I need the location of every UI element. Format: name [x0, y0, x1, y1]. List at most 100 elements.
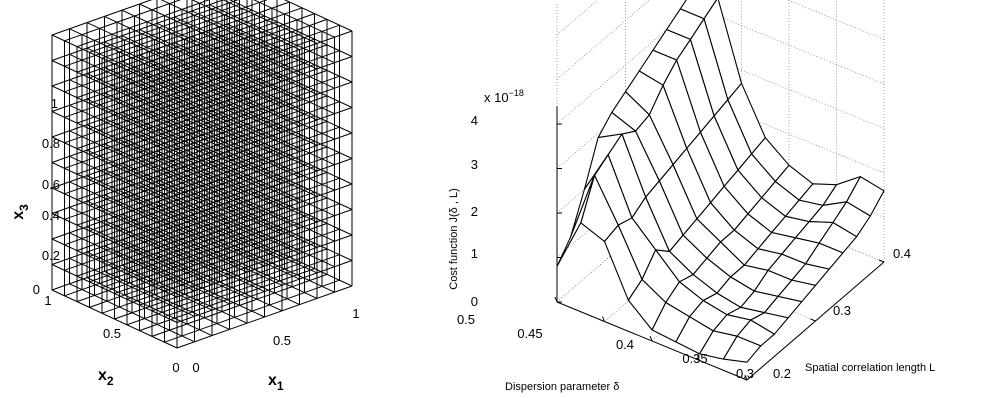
cube-grid-line — [89, 91, 265, 155]
x2-axis-label: x2 — [98, 367, 114, 388]
cube-grid-line — [229, 0, 353, 57]
cube-grid-line — [76, 137, 253, 201]
cube-grid-line — [64, 156, 240, 220]
x3-axis-label: x3 — [10, 204, 31, 220]
cube-grid-line — [101, 21, 278, 85]
cube-grid-line — [89, 40, 265, 104]
y-axis-ticks: 1 0.5 0 — [44, 293, 179, 375]
z-scale-label: x 10−18 — [484, 88, 524, 105]
y-tick-label: 0 — [172, 360, 179, 375]
cost-surface — [556, 0, 885, 363]
cube-grid-line — [222, 0, 318, 44]
cube-grid-line — [51, 100, 228, 163]
cube-grid-line — [76, 60, 253, 124]
cube-grid-line — [89, 168, 265, 232]
cube-grid-line — [64, 233, 240, 297]
cube-grid-line — [174, 67, 300, 127]
x-tick-label: 1 — [352, 306, 359, 321]
z-tick-label: 3 — [471, 157, 478, 172]
cube-grid-line — [89, 142, 265, 206]
cube-grid-line — [209, 55, 335, 115]
cube-grid-line — [51, 23, 228, 87]
x-tick-label: 0.5 — [457, 312, 475, 327]
y-axis-tick-mark — [878, 259, 885, 263]
cube-grid-line — [284, 0, 353, 32]
x-tick-label: 0 — [192, 360, 199, 375]
cube-grid-line — [76, 0, 211, 48]
cube-grid-line — [64, 54, 240, 118]
x-tick-label: 0.45 — [517, 326, 542, 341]
cube-grid-line — [101, 225, 278, 289]
cube-grid-line — [51, 125, 228, 189]
cube-grid-line — [101, 199, 278, 263]
cube-grid-line — [76, 86, 253, 150]
z-tick-label: 2 — [471, 204, 478, 219]
y-tick-label: 0.2 — [773, 366, 791, 381]
cube-grid-line — [51, 151, 228, 214]
z-tick-label: 0.2 — [42, 248, 60, 263]
cube-grid-line — [64, 80, 240, 144]
cube-grid-line — [51, 202, 228, 265]
z-tick-label: 0.8 — [42, 136, 60, 151]
cube-grid-line — [76, 111, 253, 175]
cube-grid-line — [51, 74, 228, 138]
cube-grid-line — [191, 10, 318, 70]
cube-grid-line — [76, 35, 253, 99]
cube-grid-line — [174, 16, 300, 76]
cube-grid-line — [101, 174, 278, 238]
cube-grid-line — [101, 97, 278, 161]
y-axis-tick-mark — [810, 318, 816, 322]
cube-grid-line — [76, 9, 253, 73]
x-tick-label: 0.35 — [682, 351, 707, 366]
cube-grid-line — [89, 193, 265, 257]
cube-grid-line — [76, 239, 253, 303]
z-tick-label: 0.6 — [42, 177, 60, 192]
x-axis-tick-mark — [744, 374, 748, 381]
cube-grid-line — [89, 244, 265, 308]
cube-grid-line — [64, 207, 240, 271]
cube-grid-line — [51, 227, 228, 291]
cube-grid-line — [89, 66, 265, 130]
x-tick-label: 0.4 — [616, 337, 634, 352]
x-tick-label: 0.3 — [736, 366, 754, 381]
cube-grid-line — [209, 4, 335, 64]
y-axis-tick-mark — [741, 377, 748, 381]
cube-grid-line — [76, 213, 253, 277]
cube-grid-line — [64, 3, 240, 67]
z-axis-label: Cost function J(δ , L) — [448, 188, 460, 290]
x1-axis-label: x1 — [268, 372, 284, 393]
y-tick-label: 0.4 — [893, 246, 911, 261]
side-wall-gridline — [556, 0, 599, 36]
y-axis-label: Spatial correlation length L — [805, 362, 935, 374]
cube-grid-line — [64, 29, 240, 93]
cube-grid-line — [101, 72, 278, 136]
y-tick-label: 0.5 — [103, 326, 121, 341]
cube-grid-line — [191, 35, 318, 95]
z-tick-label: 1 — [51, 96, 58, 111]
surface-facet — [556, 174, 596, 267]
cube-grid-line — [191, 0, 300, 51]
cube-grid-line — [226, 74, 353, 134]
cube-grid-line — [209, 80, 335, 140]
cube-grid-line — [226, 23, 353, 83]
cube-grid-line — [51, 0, 153, 36]
cube-grid-line — [209, 29, 335, 89]
z-tick-label: 0 — [33, 282, 40, 297]
cube-grid-line — [51, 0, 225, 61]
cube-grid-line — [191, 61, 318, 121]
z-tick-label: 0.4 — [42, 208, 60, 223]
z-axis-ticks: 0 1 2 3 4 — [471, 113, 478, 309]
cube-grid-line — [89, 219, 265, 283]
cube-grid-line — [51, 49, 228, 112]
cube-grid-line — [174, 93, 300, 153]
y-tick-label: 1 — [44, 293, 51, 308]
cube-grid-line — [191, 86, 318, 146]
x-axis-label: Dispersion parameter δ — [505, 381, 619, 393]
x-axis-tick-mark — [554, 296, 558, 303]
cube-grid-line — [174, 42, 300, 102]
cube-grid-line — [101, 46, 278, 110]
cube-grid-line — [89, 15, 265, 79]
cost-surface-plot: 0 1 2 3 4 x 10−18 0.5 0.45 0.4 0.35 0.3 … — [448, 0, 935, 393]
x-axis-tick-mark — [649, 335, 653, 342]
